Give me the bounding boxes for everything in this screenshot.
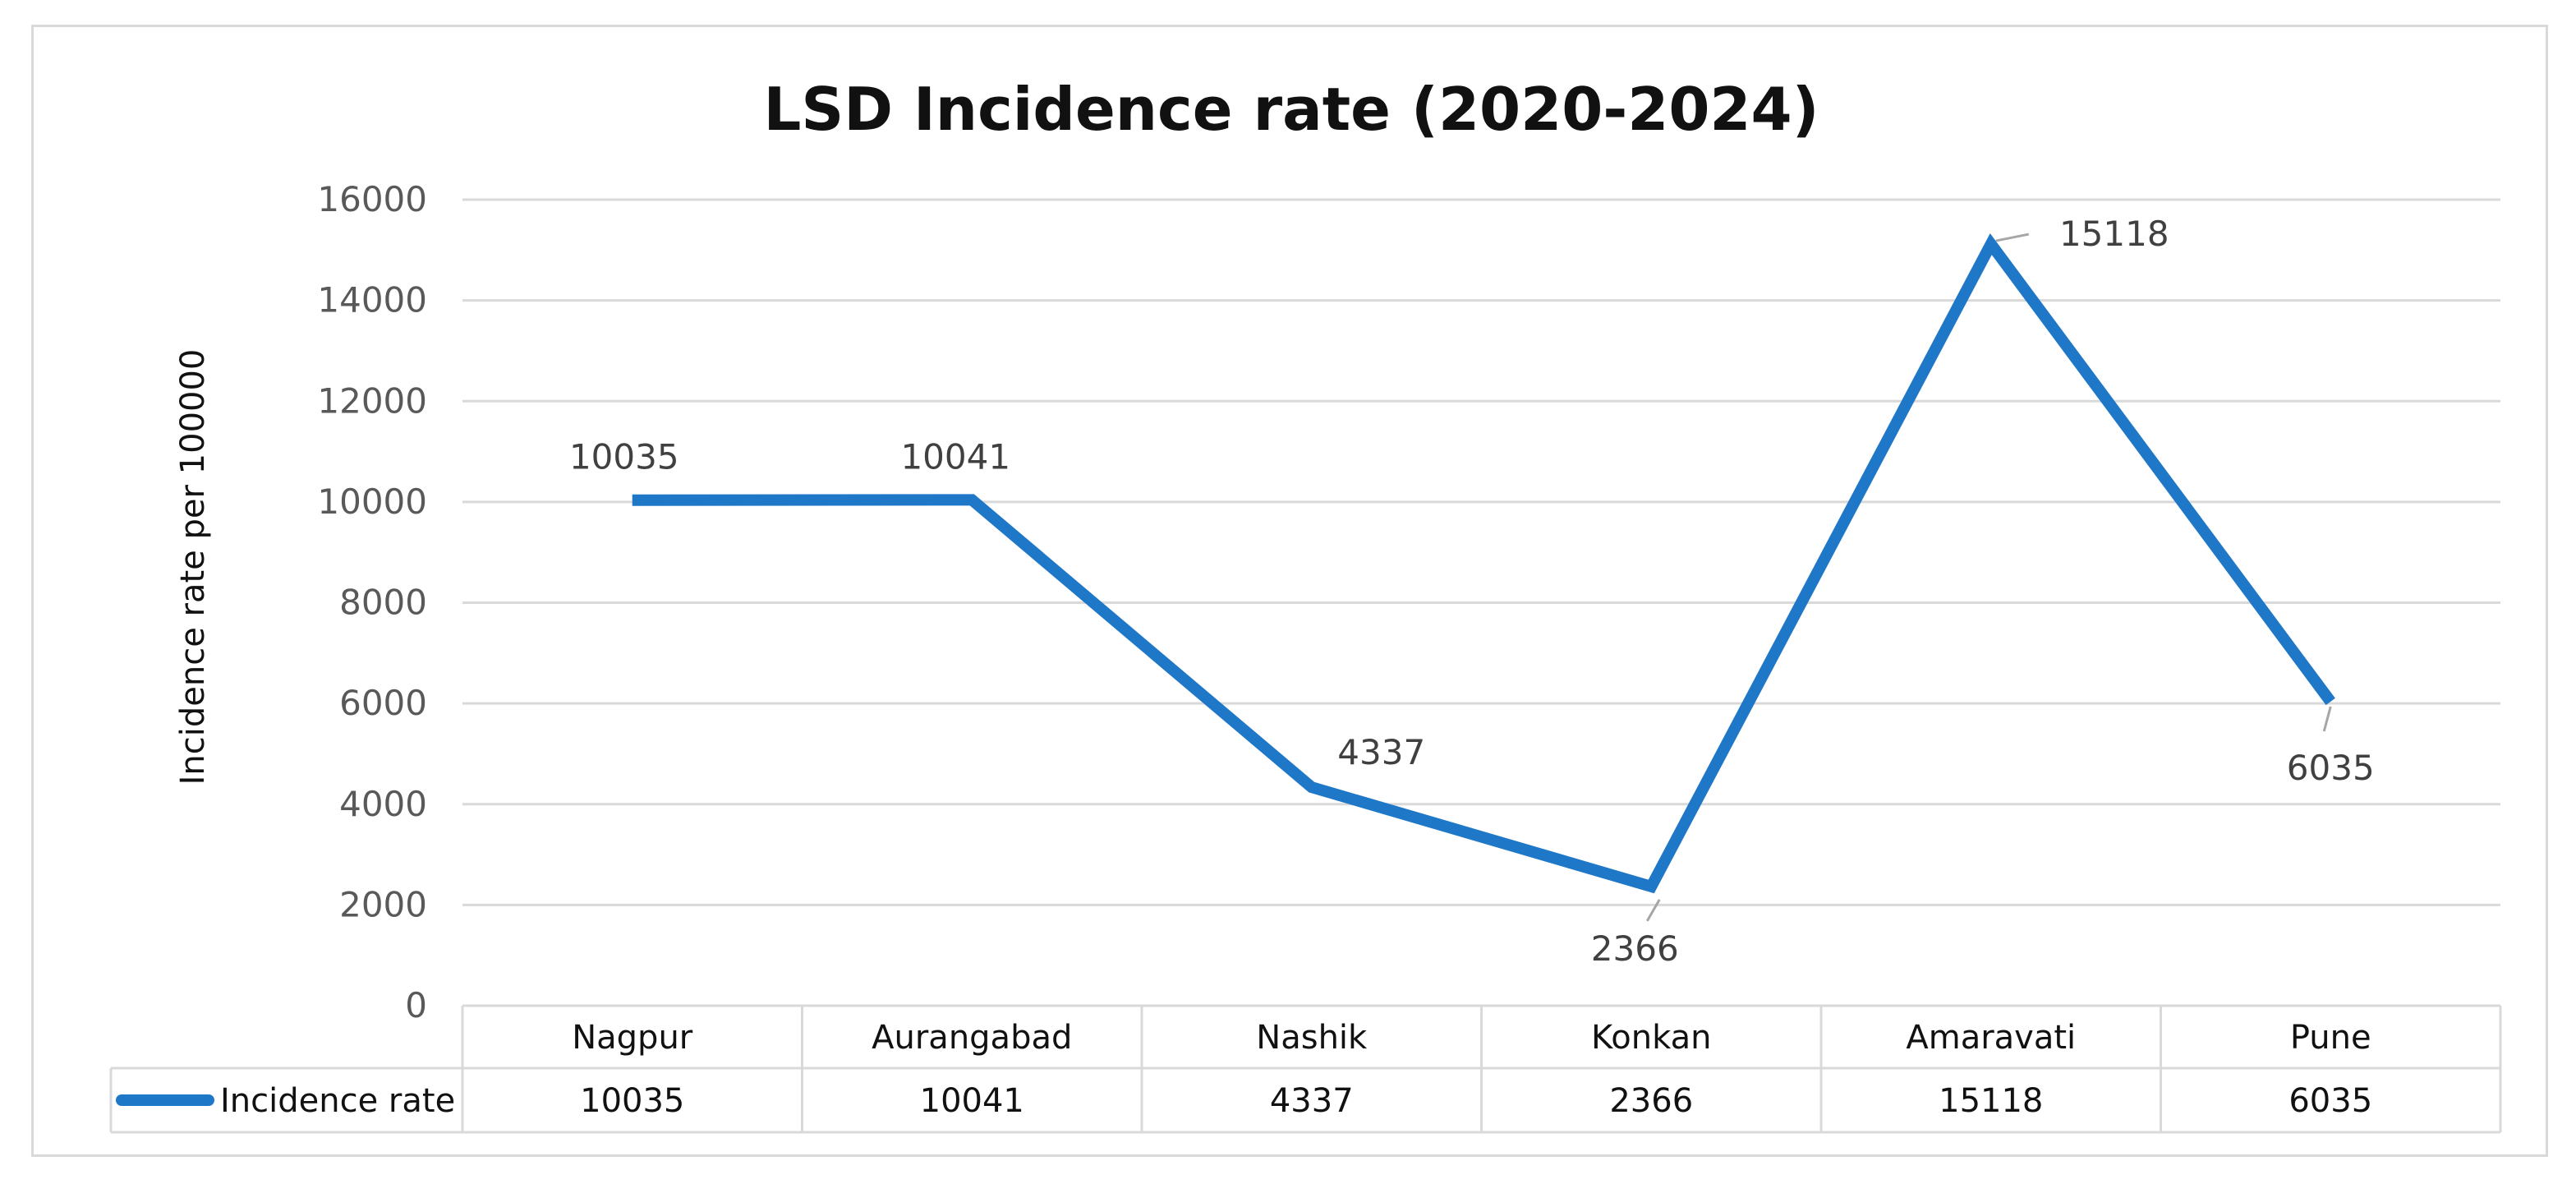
table-value-cell: 2366 [1609, 1082, 1693, 1120]
gridlines [462, 198, 2500, 906]
table-category-cell: Nashik [1256, 1019, 1368, 1057]
y-tick-label: 14000 [317, 280, 427, 320]
table-value-cell: 4337 [1270, 1082, 1354, 1120]
data-label: 15118 [2059, 214, 2169, 254]
table-value-cell: 6035 [2288, 1082, 2372, 1120]
y-tick-label: 6000 [339, 683, 427, 723]
table-value-cell: 10035 [580, 1082, 684, 1120]
table-category-cell: Pune [2290, 1019, 2371, 1057]
chart-frame [31, 25, 2548, 1157]
table-category-cell: Amaravati [1906, 1019, 2076, 1057]
table-category-cell: Aurangabad [872, 1019, 1072, 1057]
series-line-incidence-rate [632, 233, 2335, 894]
y-tick-label: 12000 [317, 380, 427, 421]
table-category-cell: Konkan [1591, 1019, 1711, 1057]
data-label: 10041 [900, 436, 1010, 477]
y-tick-label: 8000 [339, 583, 427, 623]
legend-label: Incidence rate [220, 1082, 455, 1120]
y-tick-label: 10000 [317, 481, 427, 522]
y-tick-label: 2000 [339, 884, 427, 924]
y-tick-label: 4000 [339, 784, 427, 824]
series-lines [632, 233, 2335, 894]
data-label-leader [1645, 899, 1661, 922]
data-label: 2366 [1591, 928, 1679, 969]
chart-title: LSD Incidence rate (2020-2024) [763, 75, 1819, 144]
y-tick-labels: 0 2000 4000 6000 8000 10000 12000 14000 16000 [317, 179, 427, 1025]
data-label: 4337 [1337, 732, 1425, 772]
data-label: 6035 [2287, 748, 2375, 788]
y-axis-label: Incidence rate per 100000 [174, 349, 212, 785]
table-value-cell: 10041 [920, 1082, 1024, 1120]
data-table: Nagpur 10035 Aurangabad 10041 Nashik 4337 Konk… [109, 1004, 2502, 1134]
data-label-leader [1995, 233, 2030, 242]
y-tick-label: 16000 [317, 179, 427, 219]
data-label-leader [2322, 706, 2332, 732]
data-labels: 10035 10041 4337 2366 15118 6035 [569, 214, 2375, 969]
y-tick-label: 0 [405, 985, 427, 1025]
table-category-cell: Nagpur [572, 1019, 693, 1057]
data-label: 10035 [569, 437, 679, 477]
table-value-cell: 15118 [1939, 1082, 2043, 1120]
